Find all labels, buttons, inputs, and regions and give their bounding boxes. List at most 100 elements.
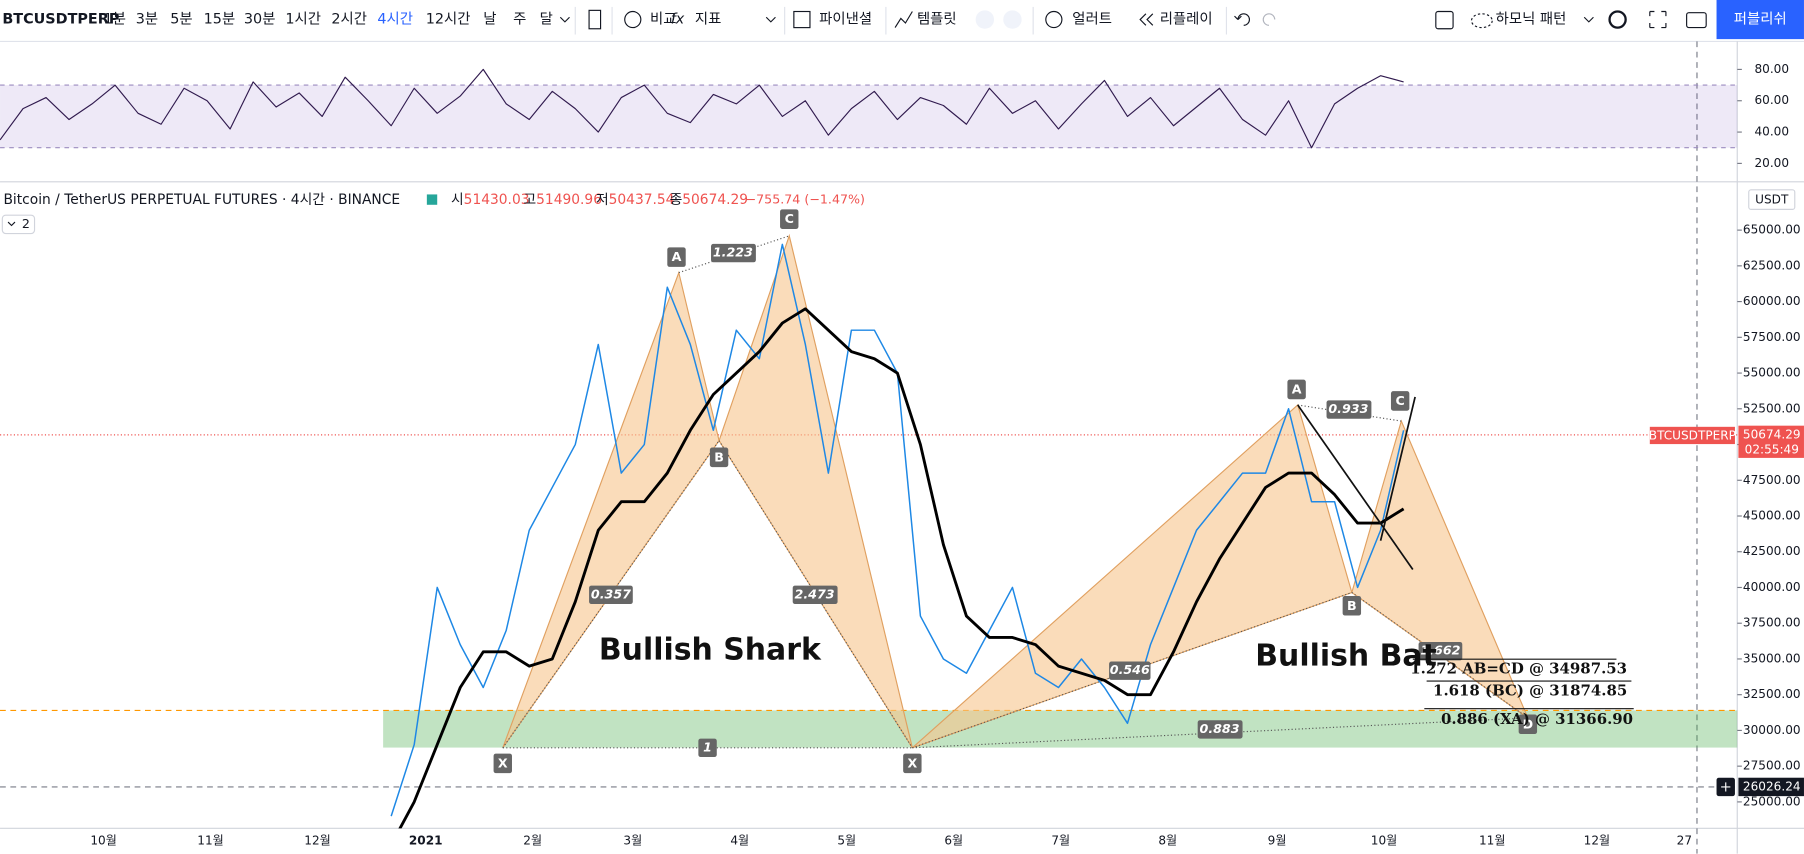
financials-icon[interactable] [793, 10, 811, 29]
x-tick-label: 2월 [523, 833, 542, 847]
pattern-note: 1.618 (BC) @ 31874.85 [1433, 681, 1627, 699]
settings-icon[interactable] [1608, 10, 1627, 29]
template-slot[interactable] [1003, 10, 1022, 29]
interval-button[interactable]: 30분 [244, 12, 276, 28]
x-tick-label: 12월 [1584, 833, 1610, 847]
y-tick-label: 45000.00 [1743, 509, 1801, 523]
x-tick-label: 4월 [730, 833, 749, 847]
rsi-line [0, 68, 1404, 149]
high-label: 고 [523, 192, 536, 208]
y-tick-label: 60.00 [1754, 93, 1789, 107]
fullscreen-icon[interactable] [1649, 10, 1667, 29]
y-tick-label: 20.00 [1754, 156, 1789, 170]
interval-button[interactable]: 12시간 [426, 11, 471, 28]
interval-button[interactable]: 15분 [204, 12, 236, 28]
ratio-label: 1 [703, 739, 712, 754]
ratio-label: 2.473 [795, 586, 835, 601]
shark-pattern [502, 233, 913, 749]
compare-button[interactable]: 비교 [650, 11, 676, 28]
currency: USDT [1755, 193, 1789, 207]
price-pane [390, 243, 1405, 829]
ratio-tag [711, 243, 756, 263]
dropdown-icon[interactable] [765, 16, 776, 23]
x-tick-label: 12월 [304, 833, 330, 847]
interval-button[interactable]: 1분 [104, 12, 126, 28]
interval-button[interactable]: 날 [483, 11, 496, 28]
x-tick-label: 11월 [1479, 833, 1505, 847]
interval-button[interactable]: 2시간 [331, 11, 367, 28]
collapse-button[interactable] [1, 214, 36, 235]
pattern-fill [502, 270, 720, 749]
symbol[interactable]: BTCUSDTPERP [2, 12, 119, 28]
snapshot-icon[interactable] [1686, 12, 1707, 29]
legend-title: Bitcoin / TetherUS PERPETUAL FUTURES · 4… [3, 192, 400, 208]
interval-button[interactable]: 주 [513, 12, 526, 28]
countdown: 02:55:49 [1745, 442, 1799, 456]
point-label: B [1347, 598, 1357, 613]
y-tick-label: 80.00 [1754, 62, 1789, 76]
alert-button[interactable]: 얼러트 [1072, 11, 1112, 28]
redo-icon[interactable] [1262, 13, 1276, 26]
collapse-icon [7, 221, 16, 227]
pattern-title: Bullish Bat [1255, 638, 1437, 673]
shark-labels: A B C X X 1.223 0.357 2.473 1 Bullish Sh… [493, 209, 922, 774]
ratio-tag [792, 585, 838, 605]
x-tick-label: 7월 [1051, 833, 1070, 847]
interval-button[interactable]: 3분 [136, 12, 158, 28]
y-tick-label: 40.00 [1754, 125, 1789, 139]
y-tick-label: 52500.00 [1743, 401, 1801, 415]
interval-button[interactable]: 5분 [170, 12, 192, 28]
ratio-tag [1109, 661, 1151, 680]
y-tick-label: 57500.00 [1743, 330, 1801, 344]
high-value: 51490.96 [536, 192, 602, 208]
symbol-tag-label: BTCUSDTPERP [1649, 429, 1736, 443]
cloud-icon[interactable] [1470, 13, 1493, 29]
replay-button[interactable]: 리플레이 [1160, 11, 1213, 28]
alert-icon[interactable] [1045, 10, 1063, 29]
interval-button[interactable]: 달 [540, 11, 553, 28]
trend-line [1297, 396, 1416, 570]
support-zone [0, 709, 1738, 748]
indicators-button[interactable]: 지표 [695, 11, 721, 28]
point-tag [1518, 714, 1538, 735]
point-tag [667, 247, 686, 267]
x-tick-label: 9월 [1268, 833, 1287, 847]
layout-icon[interactable] [1435, 10, 1454, 30]
publish-label: 퍼블리쉬 [1734, 11, 1787, 28]
point-tag [903, 753, 922, 774]
legend: Bitcoin / TetherUS PERPETUAL FUTURES · 4… [1, 192, 865, 235]
interval-button[interactable]: 4시간 [377, 11, 413, 28]
fx-icon[interactable]: fx [671, 12, 685, 28]
toolbar: BTCUSDTPERP 1분 3분 5분 15분 30분 1시간 2시간 4시간 12시간 날 주 달… [0, 0, 1804, 42]
y-tick-label: 40000.00 [1743, 580, 1801, 594]
templates-button[interactable]: 템플릿 [917, 11, 957, 28]
point-tag [780, 209, 799, 229]
x-tick-label: 11월 [197, 833, 223, 847]
point-tag [1390, 391, 1410, 411]
point-label: A [1292, 382, 1302, 397]
point-tag [709, 447, 729, 468]
open-label: 시 [451, 192, 464, 208]
collapse-count: 2 [22, 216, 30, 231]
last-price: 50674.29 [1743, 427, 1801, 441]
point-label: D [1523, 716, 1534, 731]
publish-button[interactable] [1716, 0, 1804, 40]
support-zone [383, 710, 1738, 748]
price-line [398, 307, 1405, 829]
template-slot[interactable] [975, 10, 995, 29]
templates-icon[interactable] [894, 11, 913, 28]
symbol-tag [1649, 426, 1735, 445]
replay-icon[interactable] [1139, 13, 1154, 26]
y-tick-label: 30000.00 [1743, 723, 1801, 737]
undo-icon[interactable] [1234, 13, 1250, 26]
harmonic-button[interactable]: 하모닉 패턴 [1496, 11, 1567, 28]
dropdown-icon[interactable] [1583, 16, 1594, 23]
interval-button[interactable]: 1시간 [285, 11, 321, 28]
financials-button[interactable]: 파이낸셜 [819, 11, 872, 28]
compare-icon[interactable] [624, 10, 642, 29]
ratio-label: 1.662 [1420, 643, 1460, 658]
low-label: 저 [596, 192, 609, 208]
candle-icon[interactable] [588, 9, 602, 30]
currency-tag[interactable] [1748, 189, 1796, 210]
ratio-tag [589, 585, 633, 605]
